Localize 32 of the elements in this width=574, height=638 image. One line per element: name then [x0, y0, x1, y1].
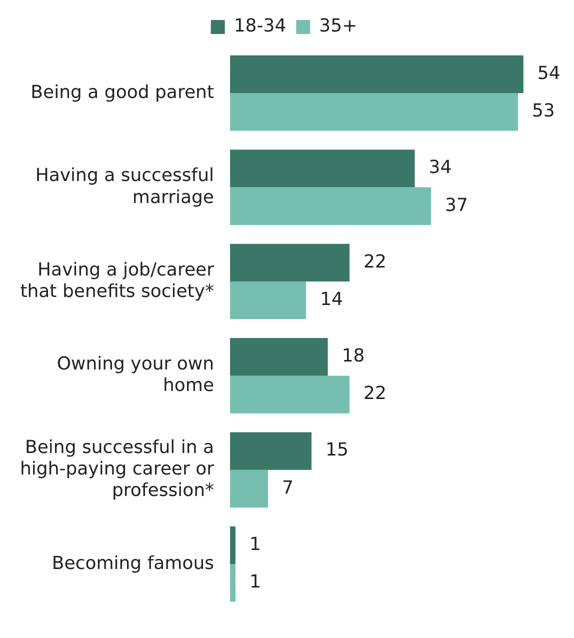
data-label: 37 — [445, 194, 468, 216]
data-label: 1 — [249, 534, 261, 555]
data-label: 22 — [364, 383, 386, 404]
bar — [230, 432, 312, 470]
bar — [230, 282, 306, 320]
data-label: 15 — [326, 440, 348, 461]
data-label: 34 — [428, 157, 452, 178]
data-label: 22 — [364, 251, 386, 272]
bar — [230, 470, 268, 508]
bar — [230, 55, 524, 94]
bar — [230, 93, 518, 131]
legend-label: 35+ — [319, 16, 358, 37]
bar — [230, 526, 236, 564]
data-label: 54 — [537, 62, 560, 84]
legend-label: 18-34 — [234, 16, 286, 37]
y-tick-label: Being a good parent — [30, 82, 214, 103]
bar — [230, 376, 350, 414]
bar — [230, 244, 350, 282]
y-tick-label: Being successful in a high-paying career or profession* — [20, 436, 215, 502]
y-tick-label: Becoming famous — [52, 552, 214, 574]
data-label: 14 — [320, 289, 343, 310]
data-label: 18 — [342, 346, 365, 367]
y-tick-label: Having a successful marriage — [35, 165, 214, 208]
y-tick-label: Having a job/career that benefits society* — [20, 259, 215, 302]
y-tick-label: Owning your own home — [56, 354, 214, 396]
bar — [230, 187, 432, 225]
data-label: 53 — [532, 100, 555, 122]
data-label: 1 — [249, 572, 261, 593]
data-label: 7 — [282, 477, 294, 498]
bar — [230, 564, 236, 602]
bar — [230, 338, 328, 376]
bar — [230, 150, 415, 188]
